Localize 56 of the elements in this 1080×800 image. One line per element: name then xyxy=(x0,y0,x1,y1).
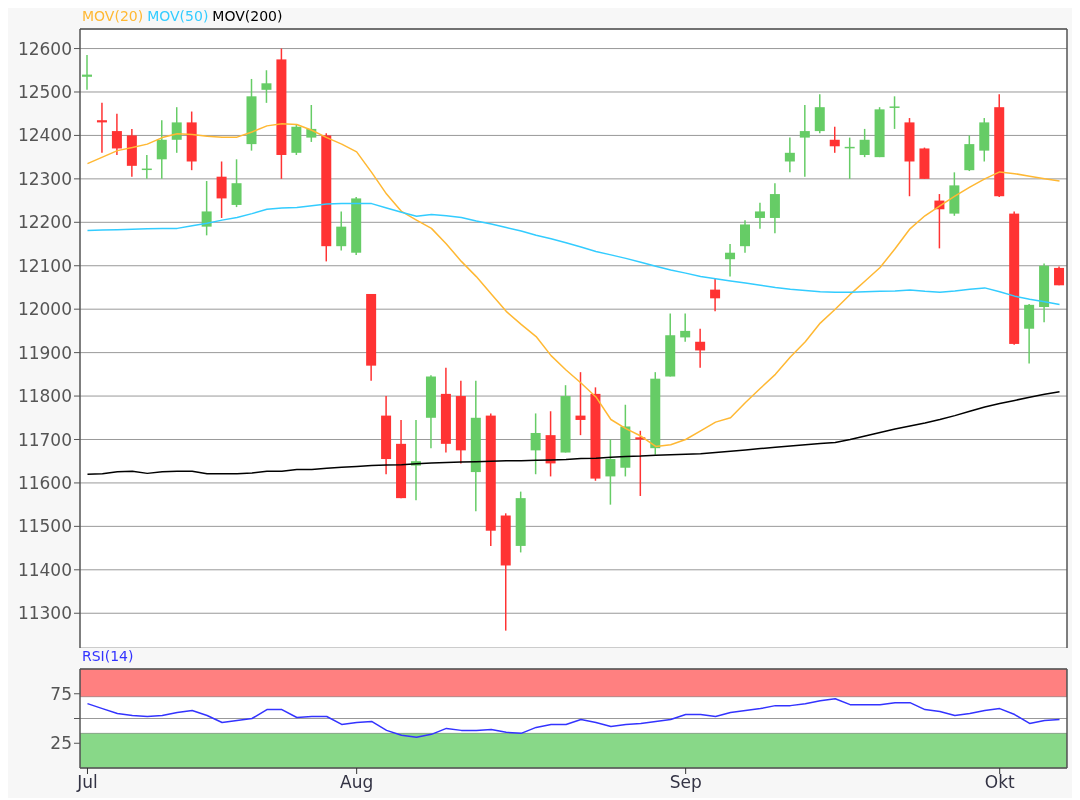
candlestick xyxy=(725,243,736,278)
candlestick xyxy=(82,54,92,91)
y-tick-label: 11400 xyxy=(17,559,72,580)
y-tick-label: 12100 xyxy=(17,255,72,276)
x-tick-label: Sep xyxy=(669,772,702,793)
candlestick xyxy=(231,158,242,208)
candlestick xyxy=(156,119,167,180)
y-tick-label: 12200 xyxy=(17,212,72,233)
y-tick-label: 11700 xyxy=(17,429,72,450)
line-series xyxy=(86,697,1061,739)
y-tick-label: 12400 xyxy=(17,125,72,146)
candlestick xyxy=(530,412,541,475)
x-tick-label: Aug xyxy=(340,772,374,793)
candlestick xyxy=(336,210,347,252)
y-tick-label: 12300 xyxy=(17,168,72,189)
line-series xyxy=(86,122,1061,448)
candlestick xyxy=(769,182,780,234)
candlestick xyxy=(680,312,691,343)
y-tick-label: 75 xyxy=(50,683,72,704)
candlestick xyxy=(306,104,317,143)
candlestick xyxy=(814,93,825,134)
candlestick xyxy=(784,136,795,174)
y-tick-label: 11600 xyxy=(17,472,72,493)
y-tick-label: 12500 xyxy=(17,82,72,103)
text: RSI(14) xyxy=(82,648,134,664)
candlestick xyxy=(96,102,107,154)
text: MOV(200) xyxy=(212,8,283,24)
line-series xyxy=(86,390,1061,475)
candlestick xyxy=(201,180,212,237)
y-tick-label: 11300 xyxy=(17,603,72,624)
y-tick-label: 11800 xyxy=(17,386,72,407)
candlestick xyxy=(695,327,706,369)
candlestick xyxy=(216,160,227,219)
text: MOV(50) xyxy=(147,8,209,24)
candlestick xyxy=(754,202,765,230)
candlestick xyxy=(261,69,272,104)
y-tick-label: 11500 xyxy=(17,516,72,537)
candlestick xyxy=(829,125,840,154)
candlestick xyxy=(1024,303,1035,365)
candlestick xyxy=(171,106,182,154)
y-tick-label: 12000 xyxy=(17,299,72,320)
candlestick xyxy=(605,438,616,506)
y-tick-label: 25 xyxy=(50,733,72,754)
x-tick-label: Okt xyxy=(984,772,1015,793)
text: MOV(20) xyxy=(82,8,144,24)
candlestick xyxy=(111,112,122,156)
candlestick xyxy=(799,104,810,178)
y-tick-label: 12600 xyxy=(17,38,72,59)
candlestick xyxy=(859,128,870,158)
x-tick-label: Jul xyxy=(76,772,98,793)
candlestick xyxy=(710,278,721,313)
candlestick xyxy=(740,219,750,254)
candlestick xyxy=(889,95,900,130)
candlestick xyxy=(575,371,586,436)
line-series xyxy=(86,202,1061,306)
y-tick-label: 11900 xyxy=(17,342,72,363)
